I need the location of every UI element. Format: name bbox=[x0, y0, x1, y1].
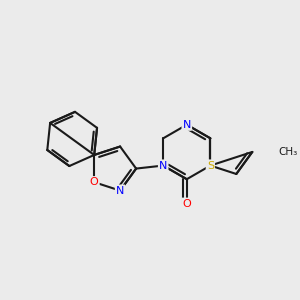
Text: O: O bbox=[90, 177, 99, 187]
Text: N: N bbox=[183, 120, 191, 130]
Text: S: S bbox=[207, 160, 214, 171]
Text: O: O bbox=[182, 199, 191, 209]
Text: N: N bbox=[159, 160, 167, 171]
Text: CH₃: CH₃ bbox=[279, 147, 298, 157]
Text: N: N bbox=[116, 186, 124, 196]
